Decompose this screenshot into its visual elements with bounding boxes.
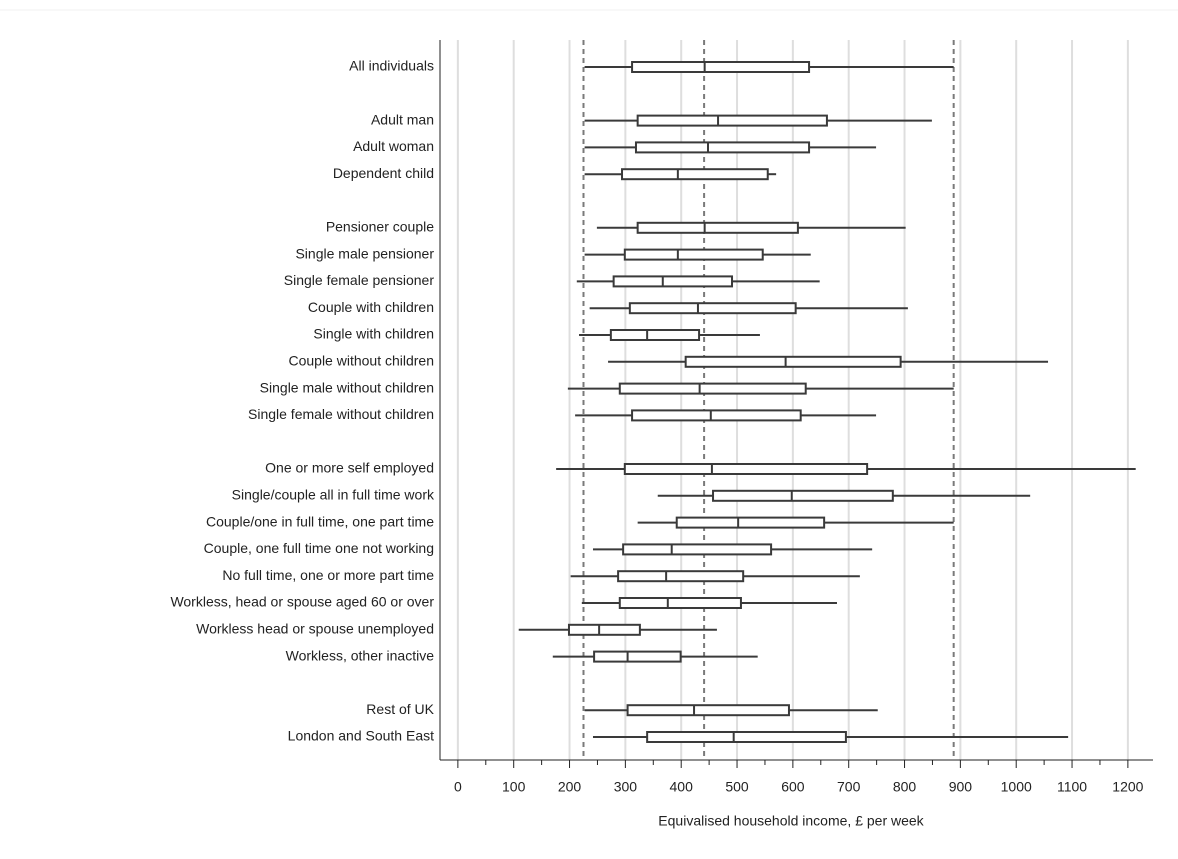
- box: [646, 731, 847, 743]
- box: [623, 463, 869, 475]
- y-tick-label: All individuals: [349, 58, 434, 74]
- y-tick-label: Single with children: [313, 326, 434, 342]
- box: [636, 114, 828, 127]
- y-tick-label: No full time, one or more part time: [222, 567, 434, 583]
- x-tick-label: 800: [893, 779, 917, 795]
- y-tick-label: London and South East: [288, 728, 434, 744]
- y-tick-label: Workless, head or spouse aged 60 or over: [170, 594, 434, 610]
- box: [618, 597, 742, 609]
- y-tick-label: Couple with children: [308, 299, 434, 315]
- box: [626, 704, 790, 717]
- x-tick-label: 200: [558, 779, 582, 795]
- y-tick-label: Couple without children: [288, 353, 434, 369]
- y-tick-label: Single female pensioner: [284, 272, 435, 288]
- y-tick-label: One or more self employed: [265, 460, 434, 476]
- y-tick-label: Single male pensioner: [295, 245, 434, 261]
- x-tick-label: 700: [837, 779, 861, 795]
- box: [631, 409, 802, 422]
- box: [567, 623, 641, 636]
- box: [623, 248, 764, 261]
- box: [675, 516, 826, 529]
- box: [634, 141, 811, 154]
- x-axis-label: Equivalised household income, £ per week: [658, 813, 924, 829]
- x-tick-label: 100: [502, 779, 526, 795]
- y-tick-label: Workless, other inactive: [286, 647, 435, 663]
- y-tick-label: Single female without children: [248, 406, 434, 422]
- y-tick-label: Adult man: [371, 111, 434, 127]
- box: [636, 221, 799, 234]
- y-tick-label: Adult woman: [353, 138, 434, 154]
- x-tick-label: 300: [614, 779, 638, 795]
- box: [622, 543, 773, 556]
- y-tick-label: Single/couple all in full time work: [232, 487, 435, 503]
- box: [609, 329, 701, 341]
- x-tick-label: 500: [725, 779, 749, 795]
- x-tick-label: 1200: [1112, 779, 1143, 795]
- x-tick-label: 600: [781, 779, 805, 795]
- y-tick-label: Couple, one full time one not working: [204, 540, 434, 556]
- x-tick-label: 0: [454, 779, 462, 795]
- box: [631, 61, 811, 73]
- y-tick-label: Rest of UK: [366, 701, 434, 717]
- box: [621, 168, 769, 181]
- y-tick-label: Couple/one in full time, one part time: [206, 513, 434, 529]
- box: [712, 489, 894, 502]
- box: [612, 275, 734, 288]
- y-tick-label: Pensioner couple: [326, 219, 434, 235]
- y-tick-label: Dependent child: [333, 165, 434, 181]
- y-tick-label: Single male without children: [260, 379, 434, 395]
- box: [593, 650, 682, 663]
- x-tick-label: 1100: [1057, 779, 1087, 795]
- x-tick-label: 900: [949, 779, 973, 795]
- x-tick-label: 1000: [1001, 779, 1032, 795]
- box: [618, 382, 807, 395]
- y-tick-label: Workless head or spouse unemployed: [196, 621, 434, 637]
- box: [628, 302, 797, 315]
- box: [684, 355, 902, 368]
- box: [617, 570, 745, 583]
- x-tick-label: 400: [670, 779, 694, 795]
